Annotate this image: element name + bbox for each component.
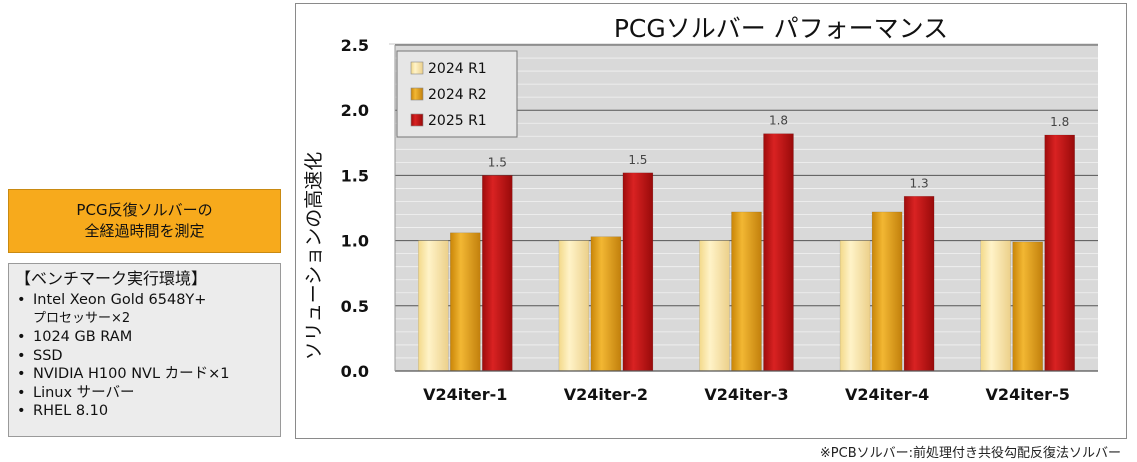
y-tick-label: 2.0 <box>341 101 369 120</box>
list-item: • Linux サーバー <box>15 384 274 403</box>
bar-3 <box>482 175 513 372</box>
performance-bar-chart: PCGソルバー パフォーマンス ソリューションの高速化 0.0 0.5 1.0 1.5… <box>303 14 1098 404</box>
legend-swatch <box>410 61 424 75</box>
measurement-callout: PCG反復ソルバーの 全経過時間を測定 <box>8 189 281 253</box>
bullet-icon: • <box>17 403 26 419</box>
bar-2 <box>450 232 481 372</box>
bar-2 <box>590 236 622 372</box>
bar-1 <box>980 240 1012 372</box>
chart-title: PCGソルバー パフォーマンス <box>614 14 948 43</box>
list-item: • 1024 GB RAM <box>15 328 274 347</box>
callout-line-1: PCG反復ソルバーの <box>76 201 213 219</box>
env-item-text: NVIDIA H100 NVL カード×1 <box>33 366 230 382</box>
legend: 2024 R1 2024 R2 2025 R1 <box>396 50 518 138</box>
bar-2 <box>1012 241 1044 372</box>
legend-label: 2025 R1 <box>428 113 487 129</box>
list-item: • NVIDIA H100 NVL カード×1 <box>15 365 274 384</box>
bar-3 <box>903 195 935 372</box>
x-tick-label: V24iter-1 <box>423 385 507 404</box>
y-axis-label: ソリューションの高速化 <box>303 152 325 361</box>
env-item-continuation: プロセッサー×2 <box>33 310 131 326</box>
environment-title: 【ベンチマーク実行環境】 <box>15 269 208 288</box>
benchmark-environment-box: 【ベンチマーク実行環境】 • Intel Xeon Gold 6548Y+ プロセッ… <box>8 263 281 437</box>
y-tick-label: 0.5 <box>341 297 369 316</box>
data-label: 1.5 <box>628 153 647 167</box>
env-item-text: RHEL 8.10 <box>33 403 109 419</box>
x-tick-label: V24iter-3 <box>704 385 788 404</box>
bar-2 <box>731 211 762 372</box>
list-item: • RHEL 8.10 <box>15 402 274 421</box>
list-item: • Intel Xeon Gold 6548Y+ プロセッサー×2 <box>15 291 274 328</box>
data-label: 1.5 <box>488 155 507 169</box>
legend-label: 2024 R2 <box>428 87 487 103</box>
bar-3 <box>1044 134 1076 372</box>
environment-list: • Intel Xeon Gold 6548Y+ プロセッサー×2 • 1024 GB… <box>15 291 274 421</box>
bar-2 <box>871 211 903 372</box>
legend-label: 2024 R1 <box>428 61 487 77</box>
env-item-text: Linux サーバー <box>33 384 135 401</box>
data-label: 1.8 <box>1050 115 1069 129</box>
env-item-text: SSD <box>33 347 63 364</box>
bar-1 <box>699 240 730 372</box>
y-tick-label: 1.5 <box>341 166 369 185</box>
callout-line-2: 全経過時間を測定 <box>84 222 205 240</box>
data-label: 1.3 <box>910 176 929 190</box>
data-label: 1.8 <box>769 114 788 128</box>
bar-1 <box>839 240 871 372</box>
chart-frame: PCGソルバー パフォーマンス ソリューションの高速化 0.0 0.5 1.0 1.5… <box>295 3 1127 439</box>
bullet-icon: • <box>17 329 26 345</box>
footnote: ※PCBソルバー:前処理付き共役勾配反復法ソルバー <box>819 446 1121 461</box>
bullet-icon: • <box>17 347 26 364</box>
bar-1 <box>558 240 590 372</box>
legend-swatch <box>410 87 424 101</box>
list-item: • SSD <box>15 347 274 366</box>
legend-swatch <box>410 113 424 127</box>
plot-area: 0.0 0.5 1.0 1.5 2.0 2.5 1.5 V24iter-1 1.5 V24iter… <box>341 36 1098 404</box>
x-tick-label: V24iter-2 <box>564 385 648 404</box>
bar-1 <box>418 240 449 372</box>
bullet-icon: • <box>17 366 26 382</box>
y-tick-label: 1.0 <box>341 232 369 251</box>
x-tick-label: V24iter-5 <box>986 385 1070 404</box>
env-item-text: Intel Xeon Gold 6548Y+ <box>33 292 207 308</box>
bullet-icon: • <box>17 384 26 401</box>
env-item-text: 1024 GB RAM <box>33 329 133 345</box>
y-tick-label: 0.0 <box>341 362 369 381</box>
bar-3 <box>622 172 654 372</box>
bullet-icon: • <box>17 292 26 308</box>
bar-3 <box>763 133 794 372</box>
x-tick-label: V24iter-4 <box>845 385 929 404</box>
y-tick-label: 2.5 <box>341 36 369 55</box>
